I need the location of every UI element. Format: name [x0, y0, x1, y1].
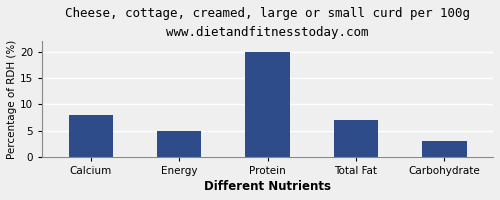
Bar	[334, 120, 378, 157]
Bar	[157, 131, 201, 157]
Bar	[246, 52, 290, 157]
Title: Cheese, cottage, creamed, large or small curd per 100g
www.dietandfitnesstoday.c: Cheese, cottage, creamed, large or small…	[65, 7, 470, 39]
Bar	[68, 115, 113, 157]
X-axis label: Different Nutrients: Different Nutrients	[204, 180, 331, 193]
Bar	[422, 141, 467, 157]
Y-axis label: Percentage of RDH (%): Percentage of RDH (%)	[7, 40, 17, 159]
